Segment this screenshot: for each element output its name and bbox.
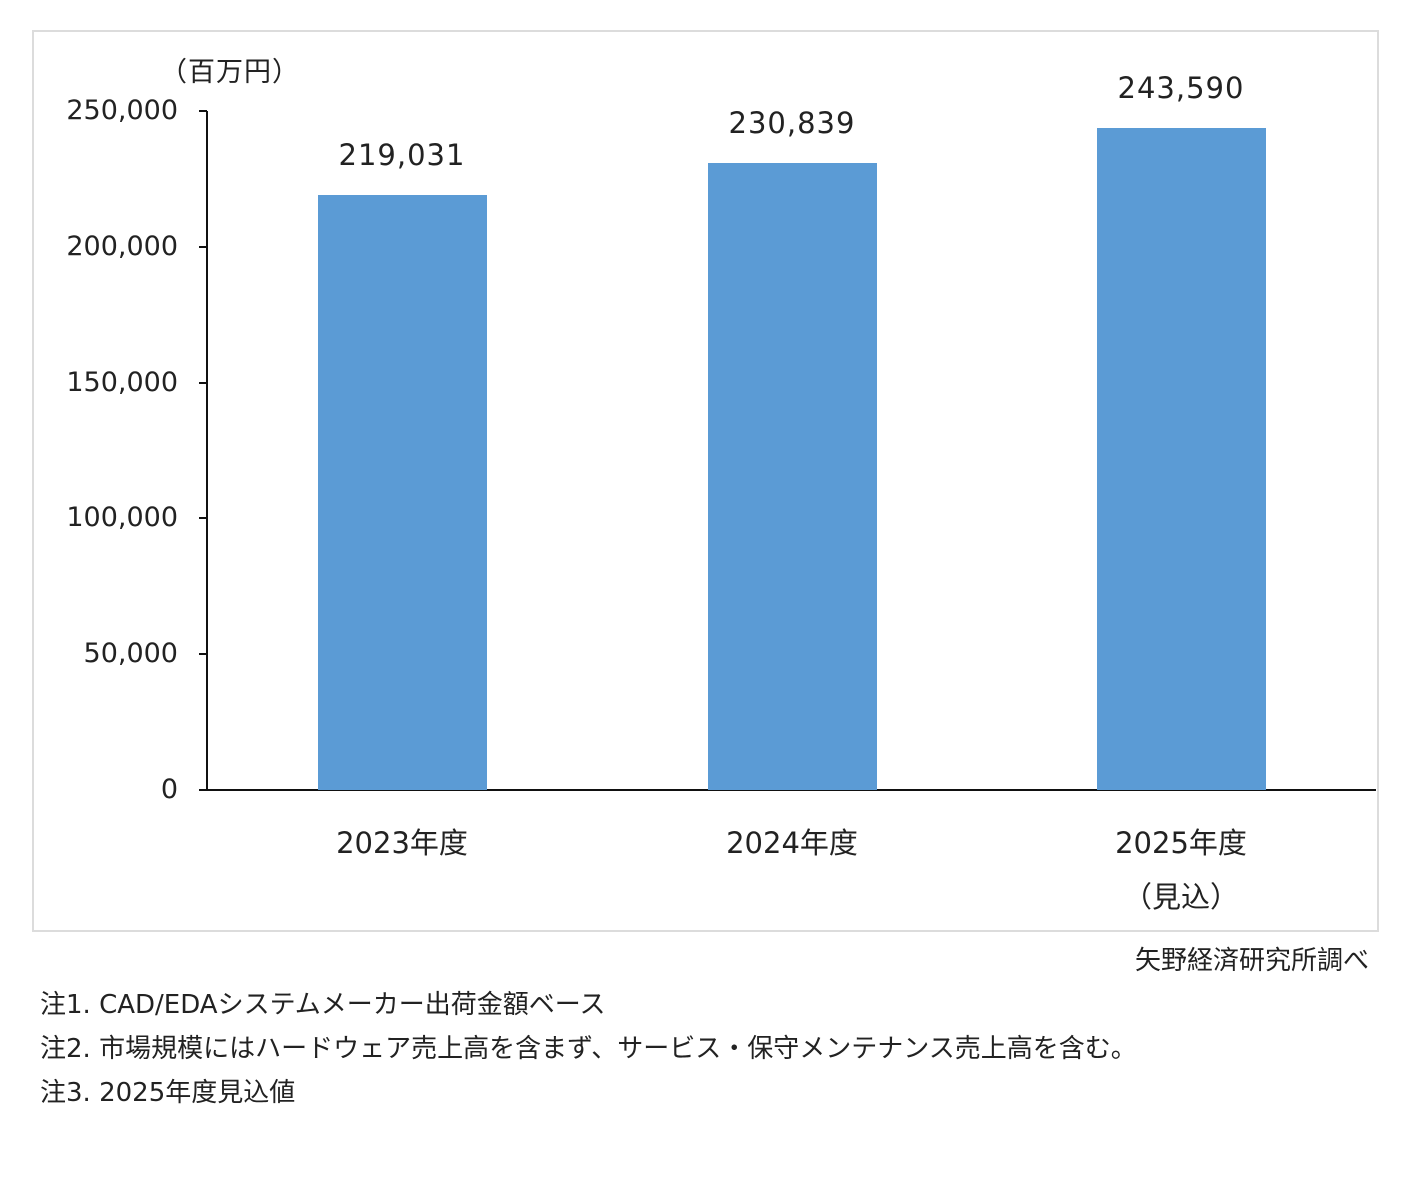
y-tick-mark (199, 789, 207, 791)
bar-value-label: 230,839 (728, 106, 856, 141)
y-tick-label: 100,000 (66, 502, 178, 534)
y-tick-label: 200,000 (66, 230, 178, 262)
y-tick-mark (199, 517, 207, 520)
x-category-label: 2025年度 (1115, 826, 1247, 860)
y-axis-unit-label: （百万円） (160, 57, 300, 88)
x-category-label: 2024年度 (726, 826, 858, 860)
bar-2023年度 (317, 195, 487, 790)
x-axis-line (206, 789, 1376, 791)
y-tick-label: 50,000 (83, 638, 178, 670)
source-credit: 矢野経済研究所調べ (1134, 946, 1369, 976)
bar-2024年度 (707, 163, 877, 790)
footnote-2: 注2. 市場規模にはハードウェア売上高を含まず、サービス・保守メンテナンス売上高… (40, 1034, 1137, 1064)
y-tick-label: 250,000 (66, 95, 178, 126)
bar-value-label: 219,031 (338, 138, 466, 173)
x-category-label: 2023年度 (336, 826, 468, 860)
y-tick-label: 150,000 (66, 366, 178, 398)
footnote-3: 注3. 2025年度見込値 (40, 1078, 296, 1108)
x-category-sublabel: （見込） (1122, 880, 1239, 914)
footnotes: 注1. CAD/EDAシステムメーカー出荷金額ベース 注2. 市場規模にはハード… (40, 983, 1137, 1115)
footnote-1: 注1. CAD/EDAシステムメーカー出荷金額ベース (40, 990, 606, 1020)
bar-2025年度 (1096, 128, 1266, 790)
bar-value-label: 243,590 (1117, 71, 1245, 106)
y-tick-mark (199, 110, 207, 112)
y-tick-mark (199, 653, 207, 656)
y-axis-line (206, 111, 208, 791)
y-tick-mark (199, 381, 207, 384)
y-tick-label: 0 (160, 774, 178, 805)
y-tick-mark (199, 245, 207, 248)
